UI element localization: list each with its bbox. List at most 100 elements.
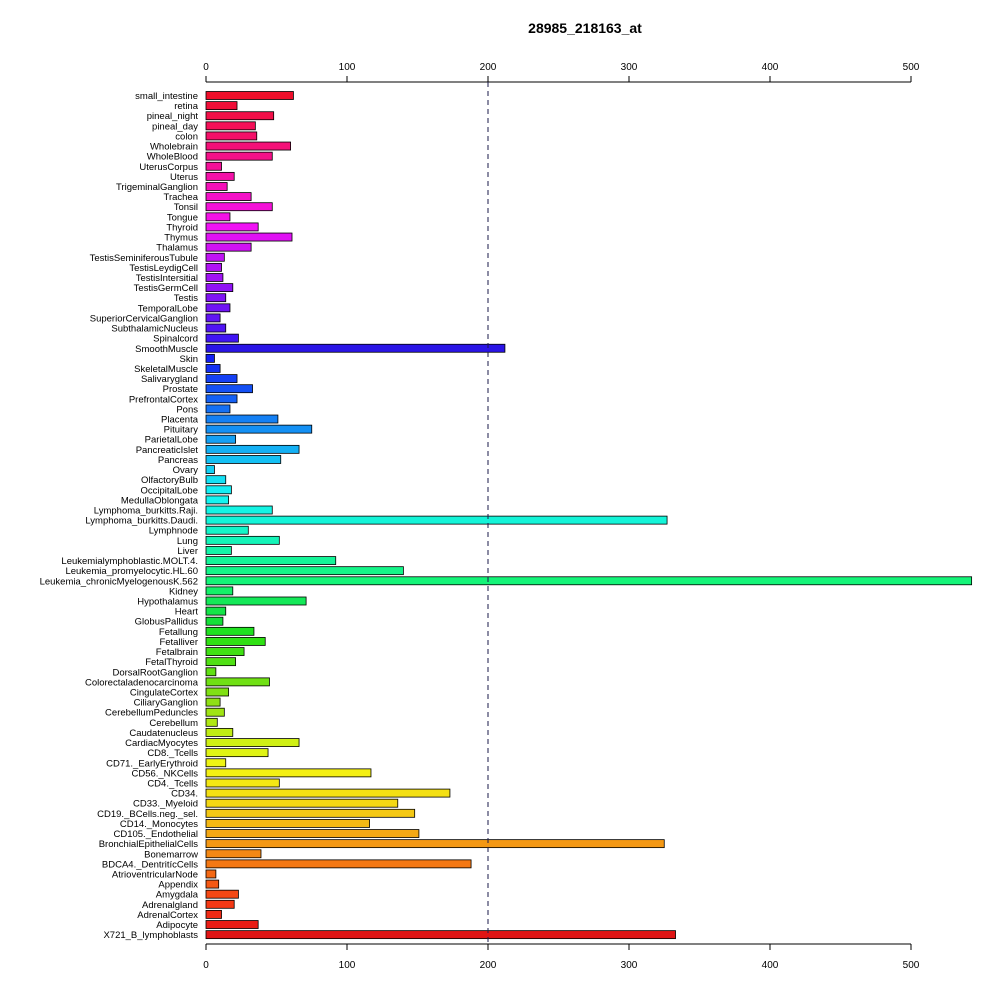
category-label: CD105._Endothelial [113, 829, 198, 840]
bar [205, 273, 224, 282]
category-label: Adrenalgland [142, 900, 198, 911]
category-label: PancreaticIslet [136, 445, 199, 456]
top-tick-label: 0 [203, 62, 209, 73]
bar [205, 586, 234, 596]
bar [205, 353, 215, 363]
bottom-tick-label: 400 [762, 960, 779, 971]
bar [205, 212, 231, 222]
bar [205, 920, 259, 929]
bar [205, 404, 231, 414]
bar [205, 829, 420, 838]
category-label: small_intestine [135, 91, 198, 102]
bar [205, 819, 370, 828]
bar [205, 192, 252, 202]
bar [205, 333, 239, 343]
category-label: Prostate [163, 384, 198, 395]
category-label: Liver [177, 546, 198, 557]
bar [205, 758, 227, 768]
bar [205, 111, 275, 121]
bar [205, 788, 451, 798]
category-label: Pons [176, 404, 198, 415]
category-label: Colorectaladenocarcinoma [85, 677, 199, 688]
bar [205, 293, 227, 303]
category-label: Bonemarrow [144, 849, 198, 860]
top-tick-label: 100 [339, 62, 356, 73]
bar [205, 869, 217, 879]
category-label: Skin [180, 354, 198, 365]
bar [205, 657, 237, 667]
category-label: Appendix [158, 880, 198, 891]
category-label: retina [174, 101, 198, 112]
bar [205, 899, 235, 909]
category-label: Lymphoma_burkitts.Daudi. [85, 516, 198, 527]
category-label: Leukemia_promyelocytic.HL.60 [65, 566, 198, 577]
category-label: SuperiorCervicalGanglion [90, 313, 198, 324]
category-label: Fetalbrain [156, 647, 198, 658]
category-labels: small_intestineretinapineal_nightpineal_… [40, 91, 199, 941]
bar [205, 525, 249, 535]
bar [205, 606, 227, 616]
bar [205, 768, 372, 778]
category-label: CiliaryGanglion [134, 698, 198, 709]
category-label: Heart [175, 607, 199, 618]
bar [205, 414, 279, 424]
bottom-tick-label: 300 [621, 960, 638, 971]
bar [205, 303, 231, 313]
bar [205, 839, 665, 849]
bar [205, 101, 238, 111]
bar [205, 778, 280, 788]
bottom-tick-label: 0 [203, 960, 209, 971]
bar [205, 394, 238, 404]
bar [205, 717, 218, 727]
category-label: CD33._Myeloid [133, 799, 198, 810]
category-label: Pancreas [158, 455, 198, 466]
category-label: Fetalliver [159, 637, 198, 648]
category-label: PrefrontalCortex [129, 394, 198, 405]
category-label: CD4._Tcells [147, 778, 198, 789]
category-label: SubthalamicNucleus [111, 324, 198, 335]
top-tick-label: 300 [621, 62, 638, 73]
category-label: OccipitalLobe [140, 485, 198, 496]
category-label: Cerebellum [149, 718, 198, 729]
chart-title: 28985_218163_at [528, 20, 642, 36]
category-label: BDCA4._DentritícCells [102, 859, 198, 870]
bar [205, 202, 273, 212]
bar [205, 485, 232, 495]
bar [205, 879, 220, 889]
bar [205, 313, 221, 323]
bar [205, 91, 294, 100]
category-label: Salivarygland [141, 374, 198, 385]
category-label: Thyroid [166, 222, 198, 233]
category-label: Uterus [170, 172, 198, 183]
bar [205, 252, 225, 262]
bars [205, 91, 973, 940]
bar [205, 626, 255, 636]
top-tick-label: 200 [480, 62, 497, 73]
top-tick-label: 500 [903, 62, 920, 73]
category-label: WholeBlood [147, 152, 198, 163]
bar [205, 384, 253, 394]
bottom-tick-label: 200 [480, 960, 497, 971]
bar [205, 121, 256, 131]
category-label: Adipocyte [156, 920, 198, 931]
bar [205, 748, 269, 758]
bar [205, 374, 238, 383]
bar [205, 283, 234, 292]
category-label: SkeletalMuscle [134, 364, 198, 375]
category-label: colon [175, 131, 198, 142]
category-label: FetalThyroid [145, 657, 198, 668]
category-label: Caudatenucleus [129, 728, 198, 739]
bar [205, 930, 676, 940]
category-label: AdrenalCortex [137, 910, 198, 921]
bar [205, 161, 222, 171]
bar [205, 222, 259, 232]
bar [205, 424, 313, 434]
category-label: CD34. [171, 789, 198, 800]
category-label: ParietalLobe [145, 435, 198, 446]
bar [205, 171, 235, 181]
category-label: CD19._BCells.neg._sel. [97, 809, 198, 820]
category-label: CD71._EarlyErythroid [106, 758, 198, 769]
category-label: MedullaOblongata [121, 495, 199, 506]
bar [205, 738, 300, 747]
